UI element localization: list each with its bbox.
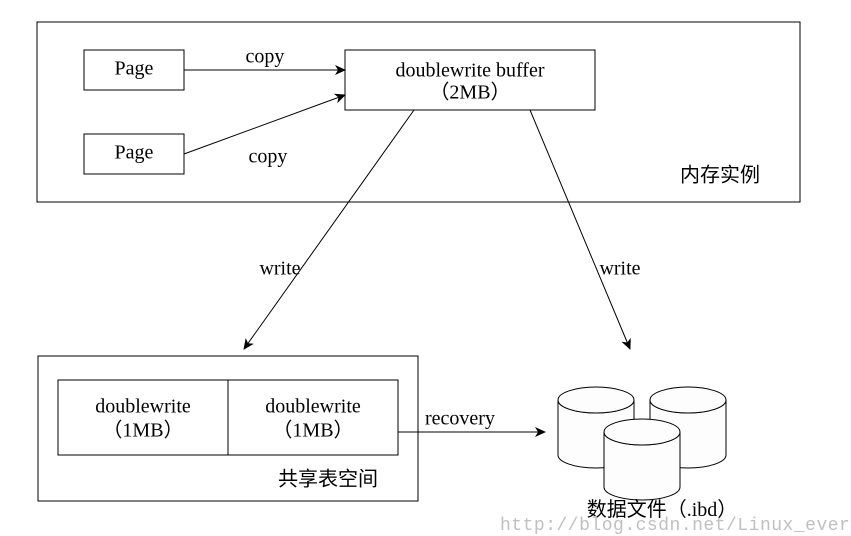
page-label-2: Page	[115, 142, 154, 164]
memory-instance-label: 内存实例	[680, 164, 760, 187]
doublewrite-1-label-1: doublewrite	[95, 396, 191, 418]
db-cylinder-3	[604, 419, 680, 500]
arrow-recovery-label: recovery	[425, 408, 495, 430]
arrow-write-right	[530, 110, 630, 349]
shared-tablespace-label: 共享表空间	[278, 468, 378, 491]
doublewrite-buffer-label-2: （2MB）	[429, 81, 510, 104]
doublewrite-1-label-2: （1MB）	[102, 419, 183, 442]
page-label-1: Page	[115, 58, 154, 80]
arrow-copy-1-label: copy	[246, 46, 285, 68]
diagram-canvas: 内存实例 Page Page doublewrite buffer（2MB） copy c…	[0, 0, 851, 536]
doublewrite-2-label-1: doublewrite	[265, 396, 361, 418]
watermark-text: http://blog.csdn.net/Linux_ever	[500, 516, 850, 536]
doublewrite-2-label-2: （1MB）	[272, 419, 353, 442]
doublewrite-buffer-label-1: doublewrite buffer	[395, 60, 544, 82]
arrow-write-left-label: write	[259, 258, 300, 280]
arrow-write-right-label: write	[599, 258, 640, 280]
arrow-copy-2-label: copy	[249, 146, 288, 168]
